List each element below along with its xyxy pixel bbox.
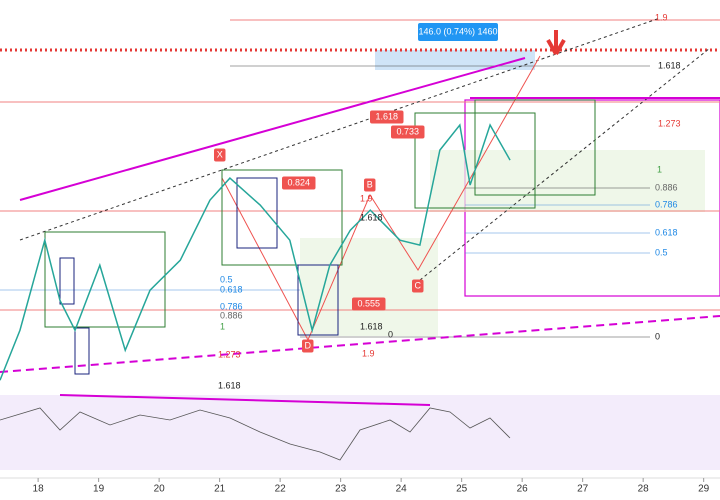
fib-label: 1.9 bbox=[362, 348, 375, 358]
x-tick-label: 18 bbox=[33, 484, 45, 495]
x-tick-label: 26 bbox=[517, 484, 529, 495]
pattern-label: 1.618 bbox=[375, 111, 398, 121]
zone-box bbox=[430, 150, 705, 212]
harmonic-pattern bbox=[221, 55, 541, 342]
pattern-label: C bbox=[415, 280, 422, 290]
pattern-label-box bbox=[391, 125, 425, 139]
fib-label: 0.618 bbox=[655, 227, 678, 237]
zone-box bbox=[297, 264, 339, 336]
x-tick-label: 19 bbox=[93, 484, 105, 495]
fib-label: 1.273 bbox=[658, 118, 681, 128]
x-tick-label: 29 bbox=[698, 484, 710, 495]
trend-line bbox=[419, 47, 711, 281]
fib-label: 1.618 bbox=[218, 380, 241, 390]
trend-lines bbox=[0, 17, 720, 406]
trend-line bbox=[59, 394, 431, 406]
x-tick-label: 22 bbox=[275, 484, 287, 495]
zone-box bbox=[221, 169, 343, 266]
fib-label: 1.9 bbox=[655, 12, 668, 22]
trend-line bbox=[19, 17, 661, 241]
fib-label: 1.618 bbox=[658, 60, 681, 70]
x-tick-label: 25 bbox=[456, 484, 468, 495]
fib-label: 0 bbox=[655, 331, 660, 341]
fib-label: 0.886 bbox=[655, 182, 678, 192]
pattern-label-box bbox=[412, 279, 424, 293]
fib-label: 1.273 bbox=[218, 349, 241, 359]
pattern-label: 0.555 bbox=[357, 298, 380, 308]
trend-line bbox=[0, 315, 720, 373]
rsi-panel bbox=[0, 395, 720, 470]
fib-label: 0.618 bbox=[220, 284, 243, 294]
x-tick-label: 23 bbox=[335, 484, 347, 495]
fib-label: 0 bbox=[388, 329, 393, 339]
rsi-line bbox=[0, 407, 511, 461]
zone-box bbox=[236, 177, 278, 249]
pattern-label: B bbox=[367, 179, 373, 189]
fib-label: 0.5 bbox=[655, 247, 668, 257]
x-tick-label: 27 bbox=[577, 484, 589, 495]
pattern-label: X bbox=[217, 149, 223, 159]
pattern-label: D bbox=[305, 340, 312, 350]
fib-label: 1.9 bbox=[360, 193, 373, 203]
arrow-icon bbox=[546, 30, 566, 55]
x-tick-label: 20 bbox=[154, 484, 166, 495]
pattern-label-box bbox=[370, 110, 404, 124]
boxes bbox=[44, 99, 596, 375]
zone-box bbox=[474, 99, 596, 196]
x-tick-label: 24 bbox=[396, 484, 408, 495]
zone-box bbox=[44, 231, 166, 328]
measure-label-box bbox=[418, 23, 498, 41]
zone-box bbox=[59, 257, 75, 305]
fib-label: 1.618 bbox=[360, 321, 383, 331]
trend-line bbox=[19, 57, 526, 201]
fib-label: 1 bbox=[657, 164, 662, 174]
fib-label: 0.786 bbox=[655, 199, 678, 209]
zone-box bbox=[74, 327, 90, 375]
fib-label: 1 bbox=[220, 321, 225, 331]
fib-label: 0.786 bbox=[220, 301, 243, 311]
pattern-label-box bbox=[214, 148, 226, 162]
pattern-label-box bbox=[302, 339, 314, 353]
fib-label: 0.886 bbox=[220, 310, 243, 320]
measure-label: 146.0 (0.74%) 1460 bbox=[418, 26, 497, 36]
x-tick-label: 21 bbox=[214, 484, 226, 495]
pattern-label-box bbox=[364, 178, 376, 192]
pattern-label-box bbox=[282, 176, 316, 190]
x-tick-label: 28 bbox=[638, 484, 650, 495]
measure-box bbox=[375, 50, 535, 70]
fib-label: 0.5 bbox=[220, 274, 233, 284]
pattern-label-box bbox=[352, 297, 386, 311]
pattern-label: 0.733 bbox=[396, 126, 419, 136]
price-line bbox=[0, 123, 511, 381]
pattern-label: 0.824 bbox=[287, 177, 310, 187]
fib-label: 1.618 bbox=[360, 212, 383, 222]
